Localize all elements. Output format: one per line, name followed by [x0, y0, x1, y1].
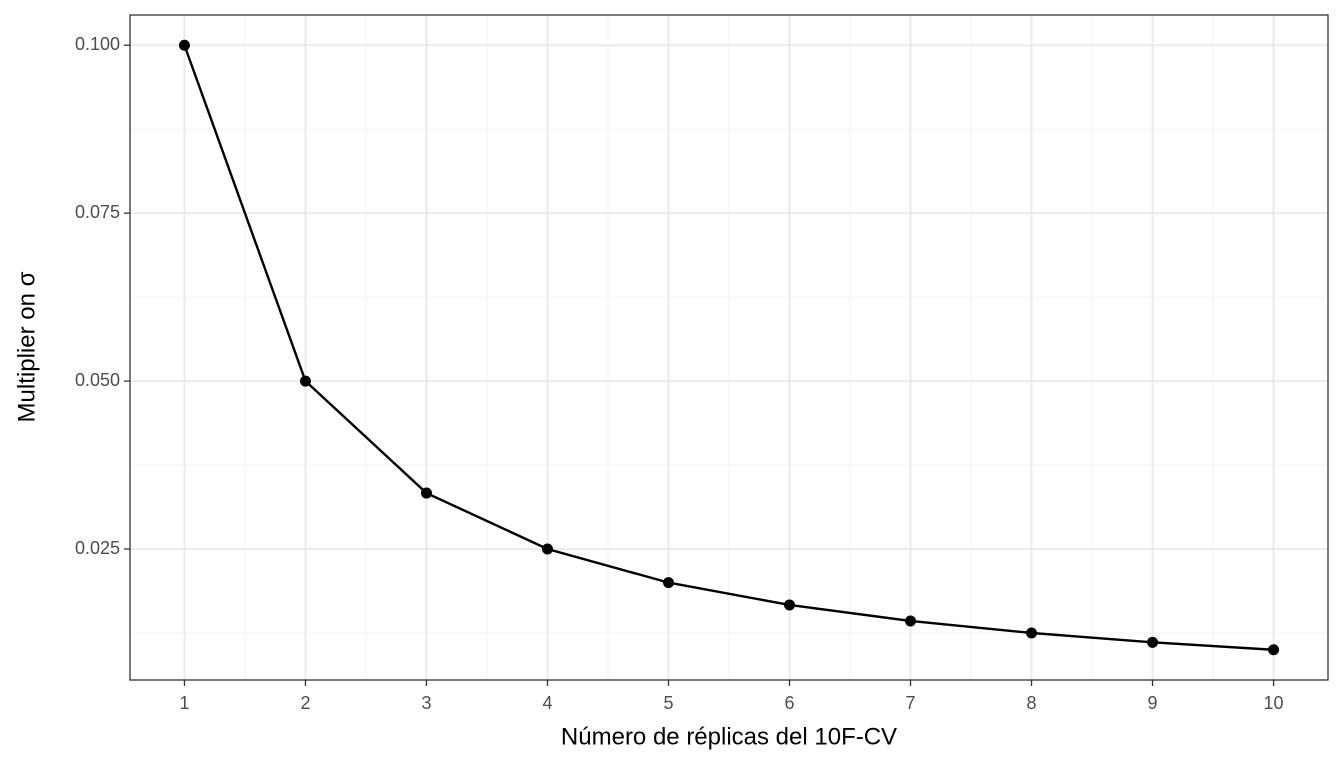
x-tick-label: 9 — [1148, 693, 1158, 713]
x-tick-label: 7 — [906, 693, 916, 713]
x-tick-label: 1 — [179, 693, 189, 713]
point — [1147, 636, 1159, 648]
x-tick-label: 8 — [1027, 693, 1037, 713]
point — [905, 615, 917, 627]
point — [1268, 644, 1280, 656]
x-tick-label: 2 — [300, 693, 310, 713]
x-tick-label: 4 — [542, 693, 552, 713]
y-tick-label: 0.100 — [75, 34, 120, 54]
x-tick-label: 10 — [1264, 693, 1284, 713]
point — [662, 577, 674, 589]
panel-border — [129, 14, 1329, 681]
point — [299, 375, 311, 387]
point — [420, 487, 432, 499]
x-axis-title: Número de réplicas del 10F-CV — [561, 723, 897, 750]
y-tick-label: 0.025 — [75, 538, 120, 558]
point — [178, 39, 190, 51]
x-tick-label: 3 — [421, 693, 431, 713]
grid — [130, 15, 1328, 680]
point — [541, 543, 553, 555]
y-tick-label: 0.050 — [75, 370, 120, 390]
point — [784, 599, 796, 611]
point — [1026, 627, 1038, 639]
x-tick-label: 5 — [663, 693, 673, 713]
y-tick-label: 0.075 — [75, 202, 120, 222]
plot — [178, 39, 1280, 656]
x-tick-label: 6 — [784, 693, 794, 713]
y-axis-title: Multiplier on σ — [13, 271, 40, 422]
line — [183, 44, 1274, 651]
